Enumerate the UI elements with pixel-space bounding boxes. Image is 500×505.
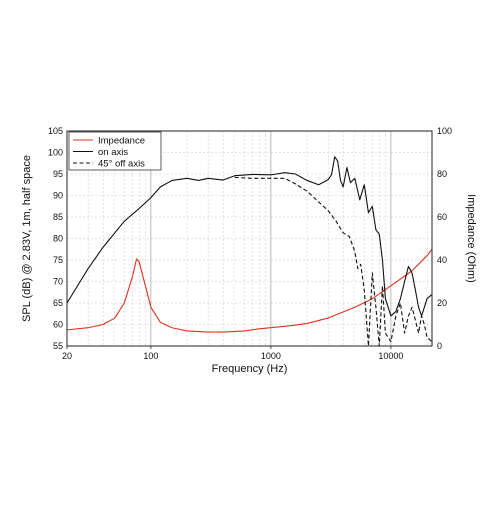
y-tick-label: 60 bbox=[53, 320, 63, 330]
y-tick-label: 80 bbox=[53, 234, 63, 244]
series-line-45-off-axis bbox=[234, 176, 432, 346]
y2-tick-label: 100 bbox=[437, 126, 452, 136]
legend-label-on-axis: on axis bbox=[98, 147, 128, 158]
y2-tick-label: 40 bbox=[437, 255, 447, 265]
y-tick-label: 100 bbox=[48, 148, 63, 158]
y-tick-label: 65 bbox=[53, 298, 63, 308]
series-line-on-axis bbox=[67, 156, 432, 317]
tick-layer: 20 100 1000 10000 55 60 65 70 75 80 85 90 95 100 105 0 2… bbox=[48, 126, 452, 361]
x-tick-label: 10000 bbox=[378, 351, 403, 361]
plot-frame bbox=[66, 130, 433, 347]
legend-label-45-off-axis: 45° off axis bbox=[98, 158, 145, 169]
y2-axis-title: Impedance (Ohm) bbox=[465, 194, 477, 283]
y-tick-label: 105 bbox=[48, 126, 63, 136]
x-tick-label: 1000 bbox=[261, 351, 281, 361]
y-tick-label: 90 bbox=[53, 191, 63, 201]
y-tick-label: 70 bbox=[53, 277, 63, 287]
y2-tick-label: 0 bbox=[437, 341, 442, 351]
x-tick-label: 100 bbox=[143, 351, 158, 361]
y-tick-label: 55 bbox=[53, 341, 63, 351]
y-tick-label: 85 bbox=[53, 212, 63, 222]
x-tick-label: 20 bbox=[62, 351, 72, 361]
x-axis-title: Frequency (Hz) bbox=[212, 363, 288, 375]
y2-tick-label: 60 bbox=[437, 212, 447, 222]
legend: Impedance on axis 45° off axis bbox=[68, 131, 162, 171]
series-line-impedance bbox=[67, 248, 432, 333]
y-tick-label: 75 bbox=[53, 255, 63, 265]
y2-tick-label: 20 bbox=[437, 298, 447, 308]
y2-tick-label: 80 bbox=[437, 169, 447, 179]
y-axis-title: SPL (dB) @ 2.83V, 1m, half space bbox=[21, 155, 33, 322]
y-tick-label: 95 bbox=[53, 169, 63, 179]
series-layer bbox=[67, 156, 432, 346]
legend-label-impedance: Impedance bbox=[98, 135, 145, 146]
